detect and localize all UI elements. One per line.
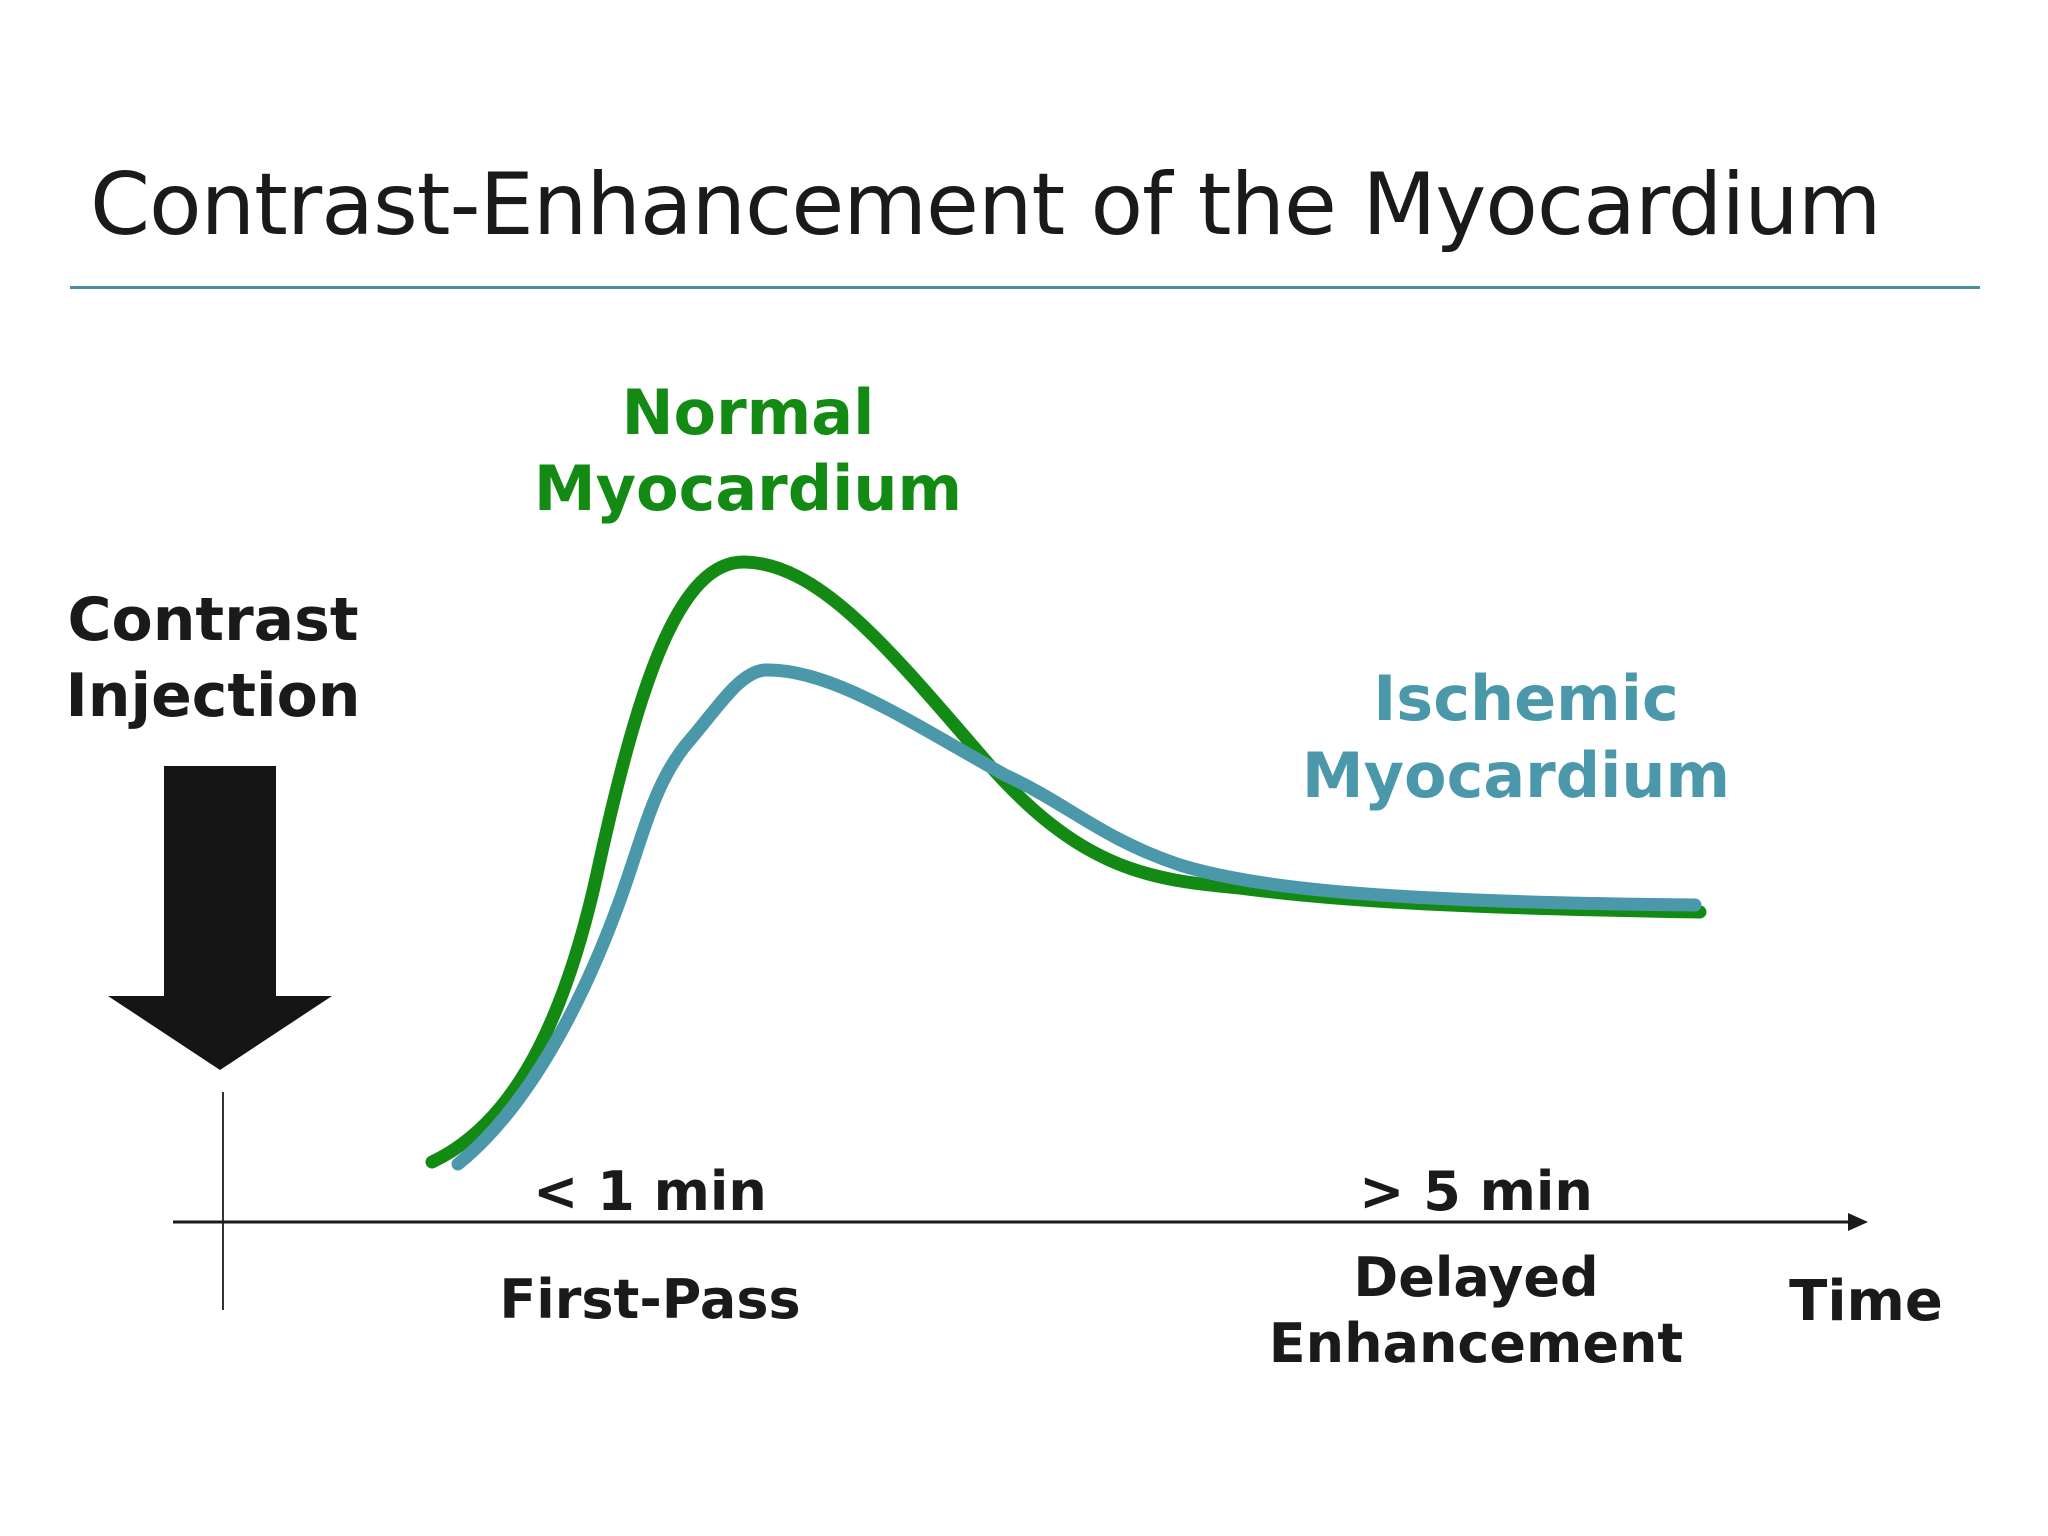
injection-arrow-icon bbox=[108, 766, 332, 1070]
time-axis-arrowhead-icon bbox=[1848, 1213, 1868, 1231]
injection-label-line2: Injection bbox=[65, 661, 360, 731]
slide-title: Contrast-Enhancement of the Myocardium bbox=[90, 155, 1882, 255]
delayed-label-line1: Delayed bbox=[1353, 1246, 1598, 1309]
injection-label-line1: Contrast bbox=[67, 585, 358, 655]
normal-label-line2: Myocardium bbox=[534, 452, 962, 525]
ischemic-label-line1: Ischemic bbox=[1373, 662, 1679, 735]
normal-label-line1: Normal bbox=[622, 376, 875, 449]
title-divider bbox=[70, 286, 1980, 289]
ischemic-myocardium-curve bbox=[451, 663, 1702, 1171]
delayed-time-label: > 5 min bbox=[1359, 1160, 1593, 1223]
first-pass-label: First-Pass bbox=[499, 1268, 800, 1331]
time-axis-label: Time bbox=[1789, 1269, 1943, 1334]
delayed-label-line2: Enhancement bbox=[1269, 1312, 1683, 1375]
normal-myocardium-curve bbox=[425, 555, 1707, 1169]
first-pass-time-label: < 1 min bbox=[533, 1160, 767, 1223]
ischemic-label-line2: Myocardium bbox=[1302, 739, 1730, 812]
